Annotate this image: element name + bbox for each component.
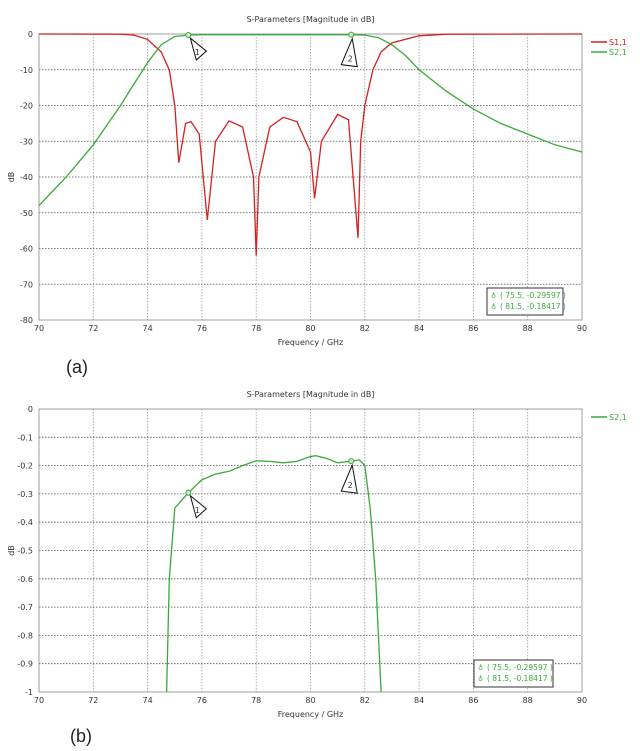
y-tick-label: 0 <box>28 405 33 414</box>
marker-readout-box <box>486 287 564 316</box>
y-tick-label: -80 <box>20 316 33 325</box>
marker-flag-icon <box>189 36 208 61</box>
y-tick-label: -0.1 <box>17 433 33 442</box>
y-tick-label: -70 <box>20 280 33 289</box>
chart-a: S-Parameters [Magnitude in dB] 70 72 74 76 78… <box>7 15 627 347</box>
legend-label: S2,1 <box>609 413 627 422</box>
x-tick-label: 80 <box>305 696 315 705</box>
series-line-S2-1 <box>165 455 382 692</box>
y-tick-label: -0.6 <box>17 575 33 584</box>
x-tick-label: 86 <box>468 696 478 705</box>
series-line-S1-1 <box>39 33 582 256</box>
marker-point <box>348 458 355 465</box>
marker-readout-icon: ♁ <box>491 292 496 300</box>
marker-readout-icon: ♁ <box>478 664 483 672</box>
marker-label: 1 <box>195 48 200 57</box>
series-line-S2-1 <box>39 34 582 207</box>
marker-flag-icon <box>189 494 208 519</box>
x-axis-label: Frequency / GHz <box>278 710 344 719</box>
x-tick-label: 76 <box>197 324 207 333</box>
panel-label-b: (b) <box>70 726 92 746</box>
plot-frame <box>38 408 583 693</box>
y-tick-label: -1 <box>25 688 33 697</box>
legend-label: S2,1 <box>609 48 627 57</box>
chart-title: S-Parameters [Magnitude in dB] <box>247 390 375 399</box>
marker-readout-text: ( 81.5, -0.18417 ) <box>500 302 566 311</box>
x-tick-label: 82 <box>360 696 370 705</box>
marker-readout-text: ( 81.5, -0.18417 ) <box>487 674 553 683</box>
y-tick-label: -0.7 <box>17 603 33 612</box>
x-tick-label: 84 <box>414 696 424 705</box>
x-tick-label: 70 <box>34 324 44 333</box>
y-tick-label: -0.5 <box>17 547 33 556</box>
y-tick-label: -20 <box>20 102 33 111</box>
y-tick-label: -60 <box>20 245 33 254</box>
y-axis-label: dB <box>7 172 16 183</box>
x-tick-label: 90 <box>577 324 587 333</box>
y-tick-label: -30 <box>20 137 33 146</box>
y-tick-label: -0.9 <box>17 660 33 669</box>
y-tick-label: -10 <box>20 66 33 75</box>
marker-readout-icon: ♁ <box>478 675 483 683</box>
x-axis-label: Frequency / GHz <box>278 338 344 347</box>
x-tick-label: 88 <box>523 324 533 333</box>
marker-label: 1 <box>195 506 200 515</box>
panel-label-a: (a) <box>66 357 88 377</box>
marker-label: 2 <box>348 481 353 490</box>
x-tick-label: 70 <box>34 696 44 705</box>
y-tick-label: -40 <box>20 173 33 182</box>
y-tick-label: 0 <box>28 30 33 39</box>
legend-label: S1,1 <box>609 38 627 47</box>
marker-point <box>348 31 355 38</box>
y-tick-label: -0.3 <box>17 490 33 499</box>
chart-b: S-Parameters [Magnitude in dB] 70 72 74 76 78… <box>7 390 627 719</box>
y-tick-label: -0.8 <box>17 631 33 640</box>
chart-title: S-Parameters [Magnitude in dB] <box>247 15 375 24</box>
marker-flag-icon <box>340 463 358 494</box>
y-tick-label: -50 <box>20 209 33 218</box>
x-tick-label: 88 <box>523 696 533 705</box>
marker-label: 2 <box>348 55 353 64</box>
y-tick-label: -0.2 <box>17 462 33 471</box>
x-tick-label: 84 <box>414 324 424 333</box>
x-tick-label: 74 <box>143 696 153 705</box>
marker-readout-box <box>473 659 554 688</box>
marker-readout-text: ( 75.5, -0.29597 ) <box>500 291 566 300</box>
x-tick-label: 80 <box>305 324 315 333</box>
x-tick-label: 72 <box>88 696 98 705</box>
plot-frame <box>38 33 583 321</box>
marker-flag-icon <box>340 36 358 68</box>
y-tick-label: -0.4 <box>17 518 33 527</box>
x-tick-label: 90 <box>577 696 587 705</box>
x-tick-label: 74 <box>143 324 153 333</box>
x-tick-label: 76 <box>197 696 207 705</box>
x-tick-label: 86 <box>468 324 478 333</box>
x-tick-label: 82 <box>360 324 370 333</box>
marker-point <box>185 32 192 39</box>
marker-readout-text: ( 75.5, -0.29597 ) <box>487 663 553 672</box>
x-tick-label: 78 <box>251 324 261 333</box>
marker-point <box>185 489 192 496</box>
y-axis-label: dB <box>7 545 16 556</box>
marker-readout-icon: ♁ <box>491 303 496 311</box>
x-tick-label: 78 <box>251 696 261 705</box>
x-tick-label: 72 <box>88 324 98 333</box>
